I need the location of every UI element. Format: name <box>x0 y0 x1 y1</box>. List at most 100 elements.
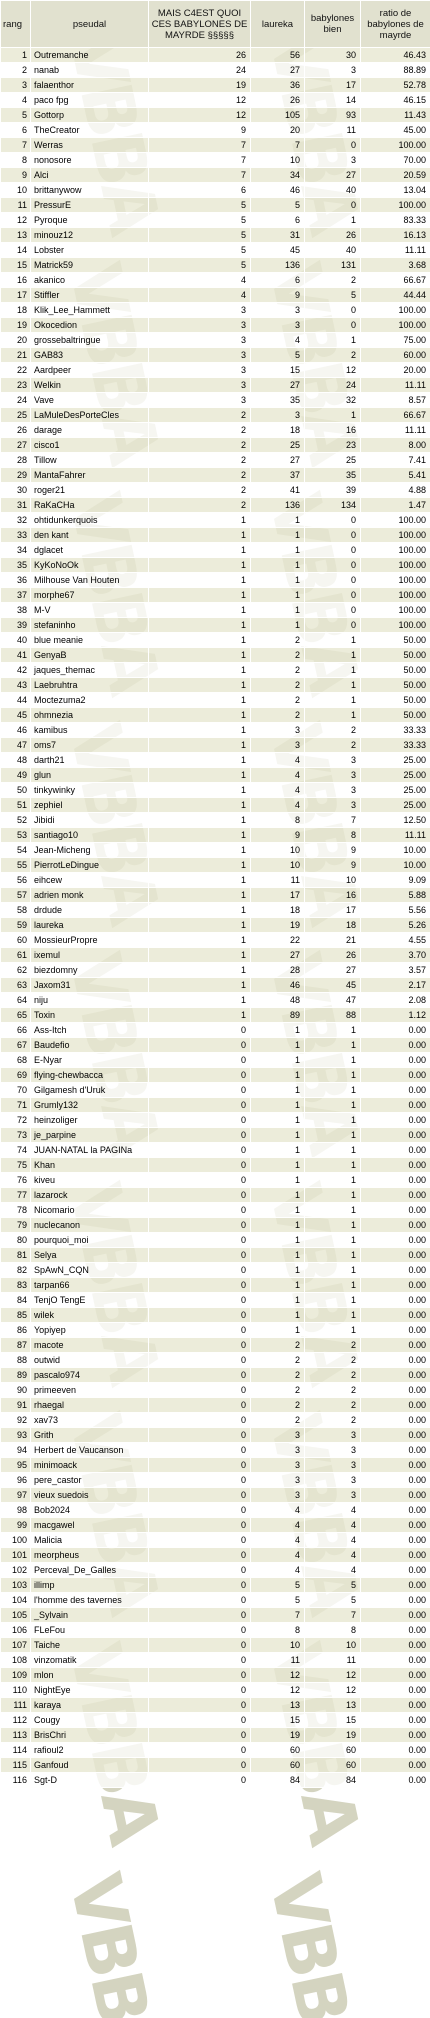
mais-cell: 0 <box>148 1487 251 1503</box>
column-header-rang[interactable]: rang <box>0 0 31 48</box>
pseudo-cell: Herbert de Vaucanson <box>30 1442 149 1458</box>
pseudo-cell: Aardpeer <box>30 362 149 378</box>
laureka-cell: 4 <box>250 797 305 813</box>
ratio-cell: 0.00 <box>360 1592 430 1608</box>
babylones-bien-cell: 4 <box>304 1517 361 1533</box>
table-row: 36 Milhouse Van Houten 1 1 0 100.00 <box>0 572 430 588</box>
table-row: 69 flying-chewbacca 0 1 1 0.00 <box>0 1067 430 1083</box>
table-row: 107 Taiche 0 10 10 0.00 <box>0 1637 430 1653</box>
column-header-laureka[interactable]: laureka <box>250 0 305 48</box>
ratio-cell: 83.33 <box>360 212 430 228</box>
pseudo-cell: l'homme des tavernes <box>30 1592 149 1608</box>
ratio-cell: 0.00 <box>360 1067 430 1083</box>
table-row: 23 Welkin 3 27 24 11.11 <box>0 377 430 393</box>
pseudo-cell: Ass-Itch <box>30 1022 149 1038</box>
ratio-cell: 11.11 <box>360 422 430 438</box>
table-row: 21 GAB83 3 5 2 60.00 <box>0 347 430 363</box>
babylones-bien-cell: 4 <box>304 1562 361 1578</box>
mais-cell: 7 <box>148 137 251 153</box>
table-row: 112 Cougy 0 15 15 0.00 <box>0 1712 430 1728</box>
babylones-bien-cell: 15 <box>304 1712 361 1728</box>
laureka-cell: 2 <box>250 1397 305 1413</box>
babylones-bien-cell: 0 <box>304 587 361 603</box>
laureka-cell: 1 <box>250 1172 305 1188</box>
rank-cell: 51 <box>0 797 31 813</box>
babylones-bien-cell: 3 <box>304 1472 361 1488</box>
ratio-cell: 44.44 <box>360 287 430 303</box>
table-row: 88 outwid 0 2 2 0.00 <box>0 1352 430 1368</box>
ratio-cell: 50.00 <box>360 677 430 693</box>
babylones-bien-cell: 9 <box>304 857 361 873</box>
pseudo-cell: _Sylvain <box>30 1607 149 1623</box>
ratio-cell: 8.57 <box>360 392 430 408</box>
pseudo-cell: pascalo974 <box>30 1367 149 1383</box>
pseudo-cell: GAB83 <box>30 347 149 363</box>
pseudo-cell: Nicomario <box>30 1202 149 1218</box>
pseudo-cell: Ganfoud <box>30 1757 149 1773</box>
rank-cell: 50 <box>0 782 31 798</box>
ratio-cell: 60.00 <box>360 347 430 363</box>
pseudo-cell: akanico <box>30 272 149 288</box>
laureka-cell: 1 <box>250 617 305 633</box>
mais-cell: 0 <box>148 1622 251 1638</box>
table-row: 14 Lobster 5 45 40 11.11 <box>0 242 430 258</box>
mais-cell: 0 <box>148 1247 251 1263</box>
pseudo-cell: minouz12 <box>30 227 149 243</box>
laureka-cell: 1 <box>250 602 305 618</box>
laureka-cell: 8 <box>250 812 305 828</box>
column-header-ratio[interactable]: ratio de babylones de mayrde <box>360 0 430 48</box>
rank-cell: 86 <box>0 1322 31 1338</box>
column-header-pseudo[interactable]: pseudal <box>30 0 149 48</box>
pseudo-cell: outwid <box>30 1352 149 1368</box>
pseudo-cell: vinzomatik <box>30 1652 149 1668</box>
pseudo-cell: rhaegal <box>30 1397 149 1413</box>
ratio-cell: 50.00 <box>360 707 430 723</box>
laureka-cell: 60 <box>250 1742 305 1758</box>
pseudo-cell: Perceval_De_Galles <box>30 1562 149 1578</box>
pseudo-cell: Lobster <box>30 242 149 258</box>
mais-cell: 19 <box>148 77 251 93</box>
table-row: 105 _Sylvain 0 7 7 0.00 <box>0 1607 430 1623</box>
rank-cell: 16 <box>0 272 31 288</box>
laureka-cell: 27 <box>250 377 305 393</box>
mais-cell: 3 <box>148 347 251 363</box>
babylones-bien-cell: 27 <box>304 962 361 978</box>
babylones-bien-cell: 0 <box>304 137 361 153</box>
mais-cell: 1 <box>148 557 251 573</box>
mais-cell: 1 <box>148 587 251 603</box>
rank-cell: 68 <box>0 1052 31 1068</box>
laureka-cell: 5 <box>250 1577 305 1593</box>
mais-cell: 1 <box>148 962 251 978</box>
column-header-mais[interactable]: MAIS C4EST QUOI CES BABYLONES DE MAYRDE … <box>148 0 251 48</box>
ratio-cell: 0.00 <box>360 1682 430 1698</box>
ratio-cell: 50.00 <box>360 662 430 678</box>
babylones-bien-cell: 0 <box>304 572 361 588</box>
rank-cell: 33 <box>0 527 31 543</box>
rank-cell: 13 <box>0 227 31 243</box>
ratio-cell: 100.00 <box>360 197 430 213</box>
pseudo-cell: ohtidunkerquois <box>30 512 149 528</box>
pseudo-cell: Vave <box>30 392 149 408</box>
laureka-cell: 2 <box>250 692 305 708</box>
laureka-cell: 6 <box>250 212 305 228</box>
laureka-cell: 22 <box>250 932 305 948</box>
babylones-bien-cell: 3 <box>304 782 361 798</box>
table-row: 54 Jean-Micheng 1 10 9 10.00 <box>0 842 430 858</box>
rank-cell: 111 <box>0 1697 31 1713</box>
rank-cell: 26 <box>0 422 31 438</box>
pseudo-cell: stefaninho <box>30 617 149 633</box>
ratio-cell: 100.00 <box>360 512 430 528</box>
babylones-bien-cell: 4 <box>304 1547 361 1563</box>
babylones-bien-cell: 1 <box>304 707 361 723</box>
table-row: 56 eihcew 1 11 10 9.09 <box>0 872 430 888</box>
babylones-bien-cell: 0 <box>304 542 361 558</box>
column-header-babylones-bien[interactable]: babylones bien <box>304 0 361 48</box>
babylones-bien-cell: 47 <box>304 992 361 1008</box>
babylones-bien-cell: 45 <box>304 977 361 993</box>
rank-cell: 59 <box>0 917 31 933</box>
laureka-cell: 2 <box>250 677 305 693</box>
babylones-bien-cell: 26 <box>304 227 361 243</box>
babylones-bien-cell: 35 <box>304 467 361 483</box>
rank-cell: 34 <box>0 542 31 558</box>
pseudo-cell: dglacet <box>30 542 149 558</box>
